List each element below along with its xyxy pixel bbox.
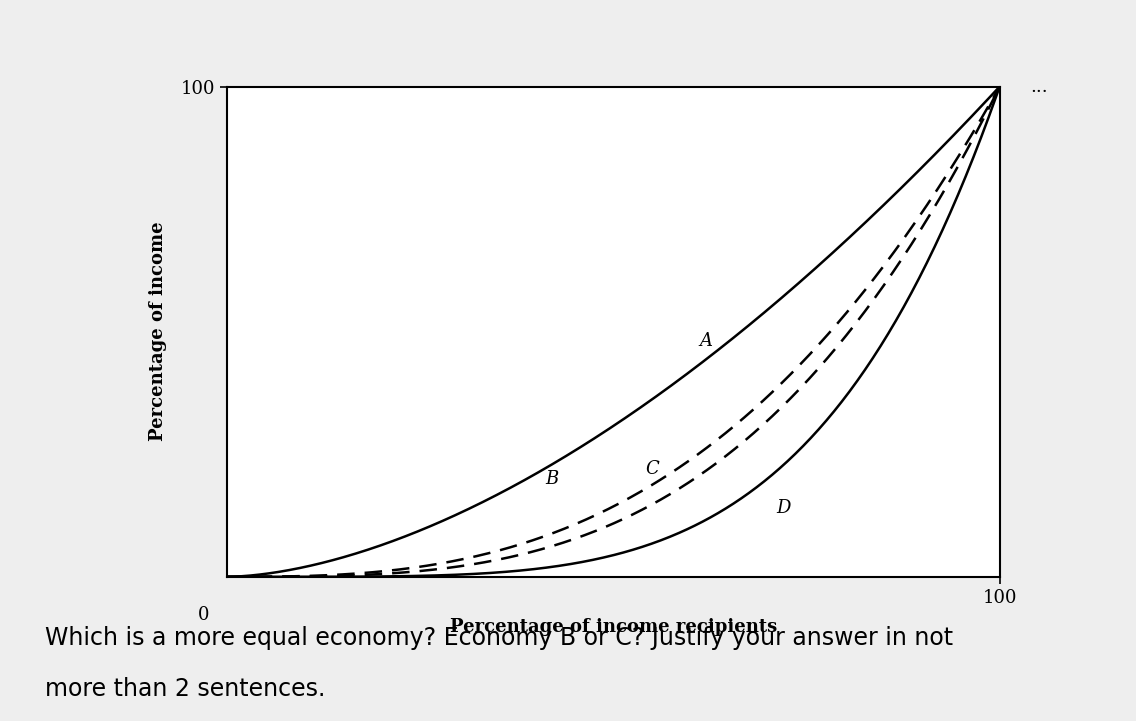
Text: Which is a more equal economy? Economy B or C? Justify your answer in not: Which is a more equal economy? Economy B… <box>45 626 953 650</box>
Y-axis label: Percentage of income: Percentage of income <box>149 222 167 441</box>
Text: D: D <box>776 499 791 517</box>
X-axis label: Percentage of income recipients: Percentage of income recipients <box>450 618 777 636</box>
Text: B: B <box>545 470 558 487</box>
Text: ...: ... <box>1030 78 1049 95</box>
Text: A: A <box>700 332 712 350</box>
Text: 0: 0 <box>199 606 210 624</box>
Text: C: C <box>645 460 659 478</box>
Text: more than 2 sentences.: more than 2 sentences. <box>45 676 326 701</box>
